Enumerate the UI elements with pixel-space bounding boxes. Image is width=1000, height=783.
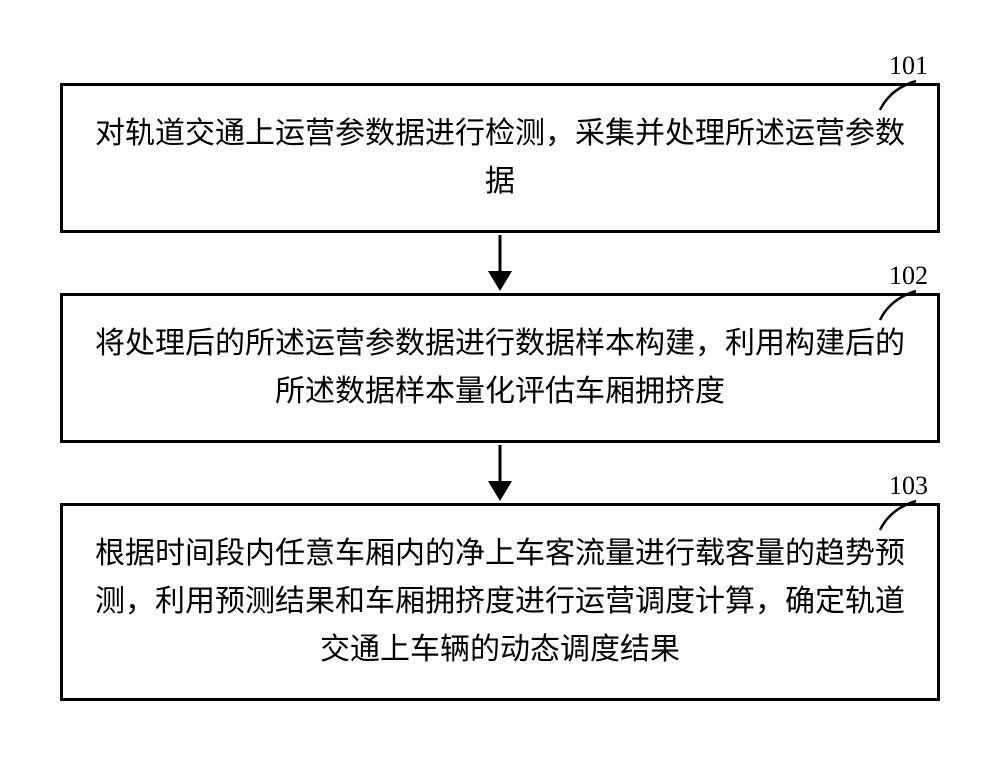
connector-icon bbox=[878, 287, 928, 322]
arrow-1 bbox=[480, 233, 520, 293]
step-box-2: 将处理后的所述运营参数据进行数据样本构建，利用构建后的所述数据样本量化评估车厢拥… bbox=[60, 293, 940, 443]
step-container-2: 102 将处理后的所述运营参数据进行数据样本构建，利用构建后的所述数据样本量化评… bbox=[60, 293, 940, 443]
arrow-down-icon bbox=[480, 443, 520, 503]
connector-icon bbox=[878, 77, 928, 112]
step-label-1: 101 bbox=[878, 51, 928, 112]
connector-icon bbox=[878, 497, 928, 532]
step-box-1: 对轨道交通上运营参数据进行检测，采集并处理所述运营参数据 bbox=[60, 83, 940, 233]
step-text-3: 根据时间段内任意车厢内的净上车客流量进行载客量的趋势预测，利用预测结果和车厢拥挤… bbox=[95, 537, 905, 666]
arrow-down-icon bbox=[480, 233, 520, 293]
step-box-3: 根据时间段内任意车厢内的净上车客流量进行载客量的趋势预测，利用预测结果和车厢拥挤… bbox=[60, 503, 940, 701]
arrow-2 bbox=[480, 443, 520, 503]
step-label-2: 102 bbox=[878, 261, 928, 322]
step-label-3: 103 bbox=[878, 471, 928, 532]
step-container-1: 101 对轨道交通上运营参数据进行检测，采集并处理所述运营参数据 bbox=[60, 83, 940, 233]
step-container-3: 103 根据时间段内任意车厢内的净上车客流量进行载客量的趋势预测，利用预测结果和… bbox=[60, 503, 940, 701]
flowchart-container: 101 对轨道交通上运营参数据进行检测，采集并处理所述运营参数据 102 将处理… bbox=[60, 83, 940, 701]
step-text-2: 将处理后的所述运营参数据进行数据样本构建，利用构建后的所述数据样本量化评估车厢拥… bbox=[95, 327, 905, 408]
step-text-1: 对轨道交通上运营参数据进行检测，采集并处理所述运营参数据 bbox=[95, 117, 905, 198]
